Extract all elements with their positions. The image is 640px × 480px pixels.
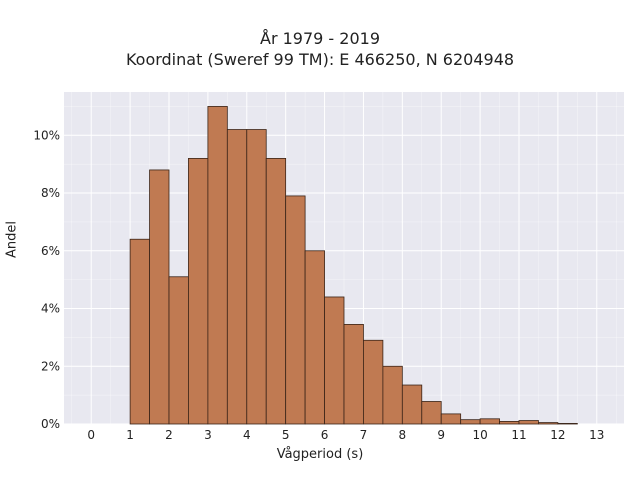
x-tick-label: 11 bbox=[511, 428, 526, 442]
y-tick-label: 8% bbox=[41, 186, 60, 200]
x-tick-label: 3 bbox=[204, 428, 212, 442]
y-tick-label: 0% bbox=[41, 417, 60, 431]
histogram-bar bbox=[304, 250, 325, 425]
histogram-bar bbox=[207, 106, 228, 425]
histogram-bar bbox=[343, 323, 364, 425]
histogram-bar bbox=[265, 157, 287, 425]
histogram-bar bbox=[149, 169, 170, 425]
chart-title: År 1979 - 2019 bbox=[260, 29, 380, 48]
y-tick-label: 6% bbox=[41, 244, 60, 258]
histogram-bar bbox=[363, 339, 384, 425]
x-tick-label: 5 bbox=[282, 428, 290, 442]
histogram-bar bbox=[440, 413, 462, 425]
x-tick-label: 4 bbox=[243, 428, 251, 442]
y-tick-label: 2% bbox=[41, 359, 60, 373]
histogram-bar bbox=[518, 420, 539, 425]
x-tick-label: 9 bbox=[437, 428, 445, 442]
histogram-bar bbox=[401, 384, 423, 425]
histogram-bar bbox=[557, 423, 578, 425]
histogram-bar bbox=[226, 129, 248, 425]
x-axis-label: Vågperiod (s) bbox=[276, 447, 364, 462]
x-tick-label: 8 bbox=[399, 428, 407, 442]
histogram-bar bbox=[129, 238, 150, 425]
y-tick-label: 4% bbox=[41, 302, 60, 316]
histogram-bar bbox=[324, 296, 345, 425]
x-tick-label: 1 bbox=[126, 428, 134, 442]
x-tick-label: 7 bbox=[360, 428, 368, 442]
x-tick-label: 0 bbox=[87, 428, 95, 442]
histogram-bar bbox=[499, 421, 520, 425]
x-tick-label: 2 bbox=[165, 428, 173, 442]
histogram-bar bbox=[246, 129, 267, 425]
histogram-bar bbox=[168, 276, 189, 425]
x-tick-label: 10 bbox=[472, 428, 487, 442]
histogram-bar bbox=[460, 419, 481, 425]
histogram-bar bbox=[285, 195, 306, 425]
x-tick-label: 6 bbox=[321, 428, 329, 442]
chart-subtitle: Koordinat (Sweref 99 TM): E 466250, N 62… bbox=[125, 50, 515, 69]
histogram-bar bbox=[479, 418, 500, 425]
histogram-bar bbox=[382, 365, 403, 425]
y-tick-label: 10% bbox=[33, 128, 60, 142]
x-tick-label: 13 bbox=[589, 428, 604, 442]
histogram-bar bbox=[188, 157, 209, 425]
histogram-bar bbox=[538, 422, 559, 425]
histogram-bar bbox=[421, 401, 442, 425]
x-tick-label: 12 bbox=[550, 428, 565, 442]
